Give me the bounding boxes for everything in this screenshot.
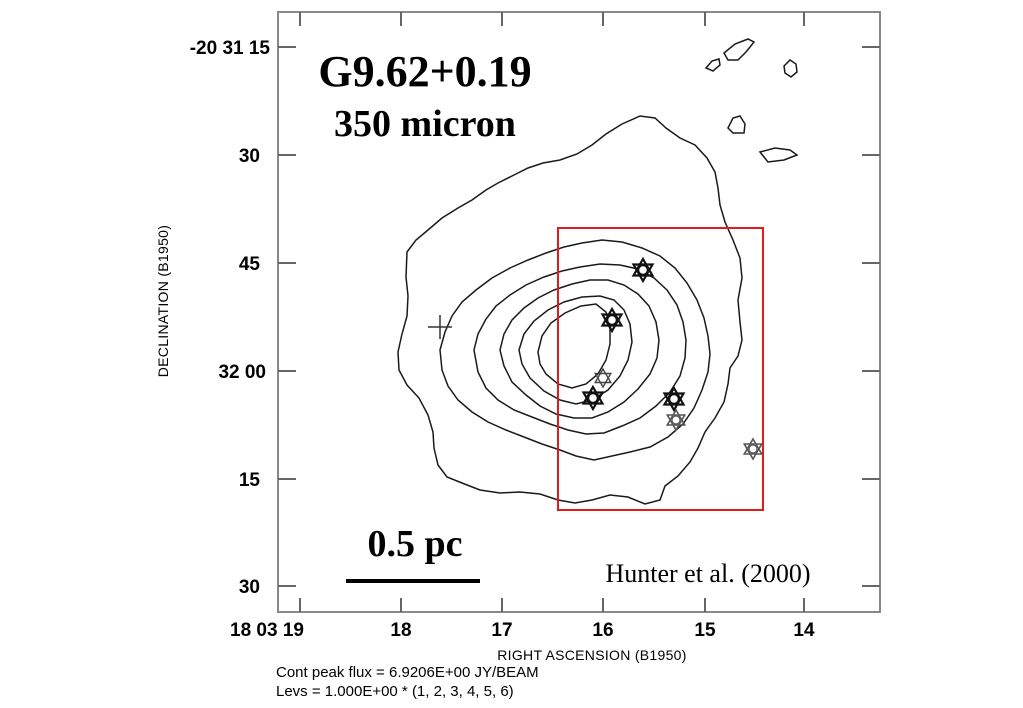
star-marker-icon — [600, 306, 624, 334]
footer-levels: Levs = 1.000E+00 * (1, 2, 3, 4, 5, 6) — [276, 683, 514, 700]
source-markers — [581, 256, 764, 461]
star-marker-icon — [662, 385, 686, 413]
contour-island — [783, 59, 798, 78]
x-tick-label: 14 — [793, 620, 815, 641]
y-tick-label: 30 — [239, 577, 260, 598]
contour-island — [723, 38, 756, 61]
credit-text: Hunter et al. (2000) — [605, 559, 810, 588]
contour-level-4 — [499, 279, 660, 419]
wavelength-subtitle: 350 micron — [334, 103, 516, 145]
y-tick-label: 45 — [239, 254, 261, 275]
y-tick-label: -20 31 15 — [190, 38, 271, 59]
y-tick-label: 15 — [239, 470, 261, 491]
contour-level-6 — [537, 303, 611, 389]
star-marker-icon — [593, 367, 613, 389]
y-axis-title: DECLINATION (B1950) — [155, 225, 171, 377]
footer-peak-flux: Cont peak flux = 6.9206E+00 JY/BEAM — [276, 664, 539, 681]
x-tick-label: 15 — [694, 620, 716, 641]
cross-marker-icon — [428, 315, 452, 339]
contour-island — [758, 147, 799, 163]
plot-frame — [277, 11, 881, 613]
contour-island — [704, 58, 721, 72]
star-marker-icon — [742, 437, 764, 461]
star-marker-icon — [631, 256, 655, 284]
star-marker-icon — [665, 408, 687, 432]
x-ticks — [299, 12, 805, 612]
x-axis-title: RIGHT ASCENSION (B1950) — [497, 647, 686, 663]
x-tick-label: 18 — [390, 620, 411, 641]
x-tick-label: 16 — [592, 620, 613, 641]
contour-level-3 — [473, 263, 687, 435]
contour-island — [727, 115, 746, 134]
highlight-box — [557, 227, 764, 511]
x-tick-label: 18 03 19 — [230, 620, 304, 641]
x-tick-label: 17 — [491, 620, 512, 641]
star-marker-icon — [581, 384, 605, 412]
contour-level-1 — [397, 115, 743, 505]
scale-bar-label: 0.5 pc — [368, 523, 463, 565]
object-title: G9.62+0.19 — [318, 47, 531, 96]
contour-level-2 — [439, 239, 711, 461]
y-ticks — [278, 46, 880, 587]
y-tick-label: 30 — [239, 146, 260, 167]
contour-level-5 — [518, 295, 633, 405]
contours — [397, 38, 799, 505]
y-tick-label: 32 00 — [218, 362, 266, 383]
